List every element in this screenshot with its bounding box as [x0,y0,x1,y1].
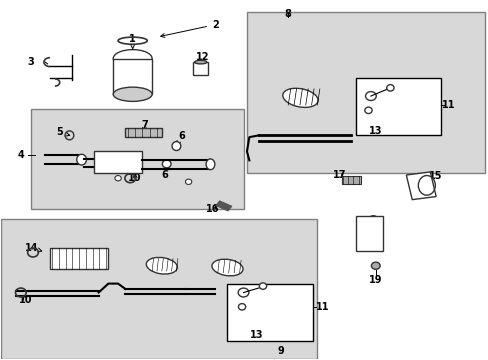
Bar [406,172,435,200]
Text: 10: 10 [128,173,142,183]
Text: 6: 6 [161,166,168,180]
Ellipse shape [282,88,317,107]
Text: 3: 3 [27,57,34,67]
Ellipse shape [77,154,86,165]
Ellipse shape [146,257,177,274]
Bar [193,62,207,75]
Text: 19: 19 [368,275,382,285]
Text: 11: 11 [315,302,328,312]
Ellipse shape [113,50,152,67]
Bar [356,216,382,251]
Text: 6: 6 [177,131,184,145]
Text: 13: 13 [249,330,263,341]
FancyArrow shape [215,201,231,211]
Text: 9: 9 [277,346,284,356]
Ellipse shape [259,283,266,289]
Ellipse shape [364,107,371,113]
Bar [227,284,312,341]
Text: 12: 12 [196,52,209,68]
Ellipse shape [194,60,206,64]
Bar [30,109,244,208]
Text: 13: 13 [368,126,382,136]
Ellipse shape [205,159,214,170]
Ellipse shape [162,160,171,168]
Text: 8: 8 [284,9,291,19]
Ellipse shape [185,179,191,184]
Ellipse shape [238,303,245,310]
Text: 5: 5 [56,127,69,138]
Ellipse shape [238,288,248,297]
Ellipse shape [368,216,377,223]
Ellipse shape [386,85,393,91]
Text: 7: 7 [141,120,148,132]
Bar [356,78,441,135]
Ellipse shape [211,259,243,276]
Text: 11: 11 [441,100,454,110]
Text: 2: 2 [161,19,218,37]
Ellipse shape [115,176,121,181]
Bar [50,248,108,269]
Bar [125,128,162,137]
Text: 16: 16 [206,203,219,213]
Bar [246,12,484,173]
Ellipse shape [371,262,379,269]
Text: 4: 4 [18,150,24,160]
Text: 18: 18 [360,223,373,239]
Bar [94,152,142,173]
Text: 15: 15 [428,171,442,187]
Text: 10: 10 [19,295,32,305]
Text: 14: 14 [25,243,41,253]
Text: 17: 17 [332,170,346,180]
Bar [1,219,317,359]
Ellipse shape [172,141,181,150]
Text: 1: 1 [129,34,136,49]
Ellipse shape [113,87,152,102]
Bar [341,176,361,184]
Ellipse shape [365,91,375,100]
Bar [113,59,152,94]
